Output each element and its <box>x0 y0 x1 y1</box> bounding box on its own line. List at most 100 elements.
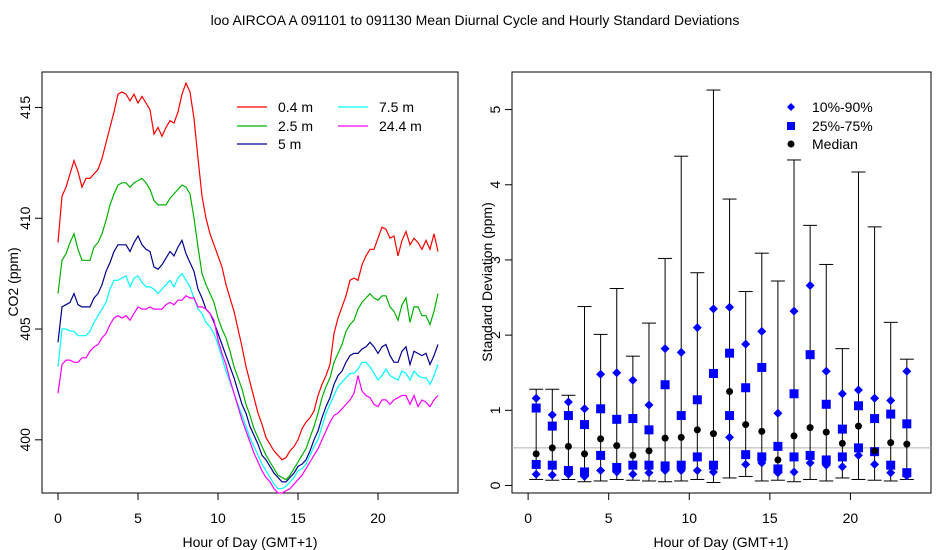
quartile-25-75-marker <box>902 468 912 478</box>
axes: 0 5 10 15 20 400 405 410 415 <box>17 96 386 526</box>
y-tick-label: 3 <box>487 256 503 264</box>
y-tick-label: 0 <box>487 481 503 489</box>
quartile-25-75-marker <box>676 411 686 421</box>
quartile-25-75-marker <box>886 460 896 470</box>
quartile-25-75-marker <box>741 383 751 393</box>
quartile-25-75-marker <box>821 399 831 409</box>
y-tick-label: 1 <box>487 406 503 414</box>
x-axis-label: Hour of Day (GMT+1) <box>183 534 318 550</box>
quartile-25-75-marker <box>580 467 590 477</box>
percentile-10-90-marker <box>644 400 654 410</box>
percentile-10-90-marker <box>886 468 896 478</box>
x-tick-label: 20 <box>843 510 859 526</box>
x-axis-label: Hour of Day (GMT+1) <box>654 534 789 550</box>
quartile-25-75-marker <box>628 414 638 424</box>
quartile-25-75-marker <box>870 414 880 424</box>
quartile-25-75-marker <box>853 401 863 411</box>
quartile-25-75-marker <box>644 460 654 470</box>
series-line-7-5-m <box>57 272 439 490</box>
percentile-10-90-marker <box>821 366 831 376</box>
quartile-25-75-marker <box>563 411 573 421</box>
y-tick-label: 405 <box>17 317 33 341</box>
legend-label: 0.4 m <box>278 99 313 115</box>
median-marker <box>629 451 637 459</box>
percentile-10-90-marker <box>741 459 751 469</box>
median-marker <box>564 442 572 450</box>
y-axis-label: CO2 (ppm) <box>5 247 21 316</box>
median-marker <box>726 388 734 396</box>
percentile-10-90-marker <box>870 393 880 403</box>
quartile-25-75-marker <box>676 460 686 470</box>
percentile-10-90-marker <box>547 410 557 420</box>
percentile-10-90-marker <box>547 470 557 480</box>
percentile-10-90-marker <box>853 385 863 395</box>
median-marker <box>742 421 750 429</box>
quartile-25-75-marker <box>821 455 831 465</box>
y-tick-label: 5 <box>487 105 503 113</box>
percentile-10-90-marker <box>741 339 751 349</box>
percentile-10-90-marker <box>853 450 863 460</box>
percentile-10-90-marker <box>692 323 702 333</box>
percentile-10-90-marker <box>837 389 847 399</box>
quartile-25-75-marker <box>596 450 606 460</box>
series-line-5-m <box>57 234 439 483</box>
legend-diamond-icon <box>787 103 795 111</box>
quartile-25-75-marker <box>692 452 702 462</box>
median-marker <box>903 440 911 448</box>
y-tick-label: 415 <box>17 96 33 120</box>
median-marker <box>532 450 540 458</box>
series-line-2-5-m <box>57 177 439 481</box>
median-marker <box>645 447 653 455</box>
percentile-10-90-marker <box>757 326 767 336</box>
quartile-25-75-marker <box>708 368 718 378</box>
percentile-10-90-marker <box>870 459 880 469</box>
percentile-10-90-marker <box>531 469 541 479</box>
percentile-10-90-marker <box>725 302 735 312</box>
quartile-25-75-marker <box>773 441 783 451</box>
quartile-25-75-marker <box>547 421 557 431</box>
legend-label: 7.5 m <box>379 99 414 115</box>
x-tick-label: 10 <box>681 510 697 526</box>
percentile-10-90-marker <box>596 369 606 379</box>
percentile-10-90-marker <box>805 281 815 291</box>
legend-square-icon <box>787 122 795 130</box>
quartile-25-75-marker <box>692 395 702 405</box>
legend-label: 10%-90% <box>812 99 873 115</box>
quartile-25-75-marker <box>805 450 815 460</box>
median-marker <box>693 426 701 434</box>
quartile-25-75-marker <box>644 425 654 435</box>
quartile-25-75-marker <box>789 389 799 399</box>
x-tick-label: 0 <box>524 510 532 526</box>
quartile-25-75-marker <box>708 460 718 470</box>
median-marker <box>613 442 621 450</box>
percentile-10-90-marker <box>628 469 638 479</box>
median-marker <box>887 439 895 447</box>
hourly-std-dev-panel: 0 5 10 15 20 0 1 2 3 4 5 10%-90% 25%-75% Median Hour… <box>479 71 932 550</box>
quartile-25-75-marker <box>773 464 783 474</box>
percentile-10-90-marker <box>612 368 622 378</box>
quartile-25-75-marker <box>757 452 767 462</box>
percentile-10-90-marker <box>725 432 735 442</box>
quartile-25-75-marker <box>531 403 541 413</box>
percentile-10-90-marker <box>596 465 606 475</box>
percentile-10-90-marker <box>708 304 718 314</box>
percentile-10-90-marker <box>805 458 815 468</box>
quartile-25-75-marker <box>531 459 541 469</box>
quartile-25-75-marker <box>789 452 799 462</box>
quartile-25-75-marker <box>563 465 573 475</box>
x-tick-label: 5 <box>134 510 142 526</box>
x-tick-label: 20 <box>370 510 386 526</box>
quartile-25-75-marker <box>902 419 912 429</box>
quartile-25-75-marker <box>837 452 847 462</box>
median-marker <box>661 434 669 442</box>
quartile-25-75-marker <box>725 348 735 358</box>
median-marker <box>758 427 766 435</box>
x-tick-label: 0 <box>54 510 62 526</box>
quartile-25-75-marker <box>612 414 622 424</box>
median-marker <box>838 439 846 447</box>
y-tick-label: 4 <box>487 181 503 189</box>
legend: 0.4 m 2.5 m 5 m 7.5 m 24.4 m <box>237 99 422 152</box>
quartile-25-75-marker <box>612 462 622 472</box>
median-marker <box>822 428 830 436</box>
